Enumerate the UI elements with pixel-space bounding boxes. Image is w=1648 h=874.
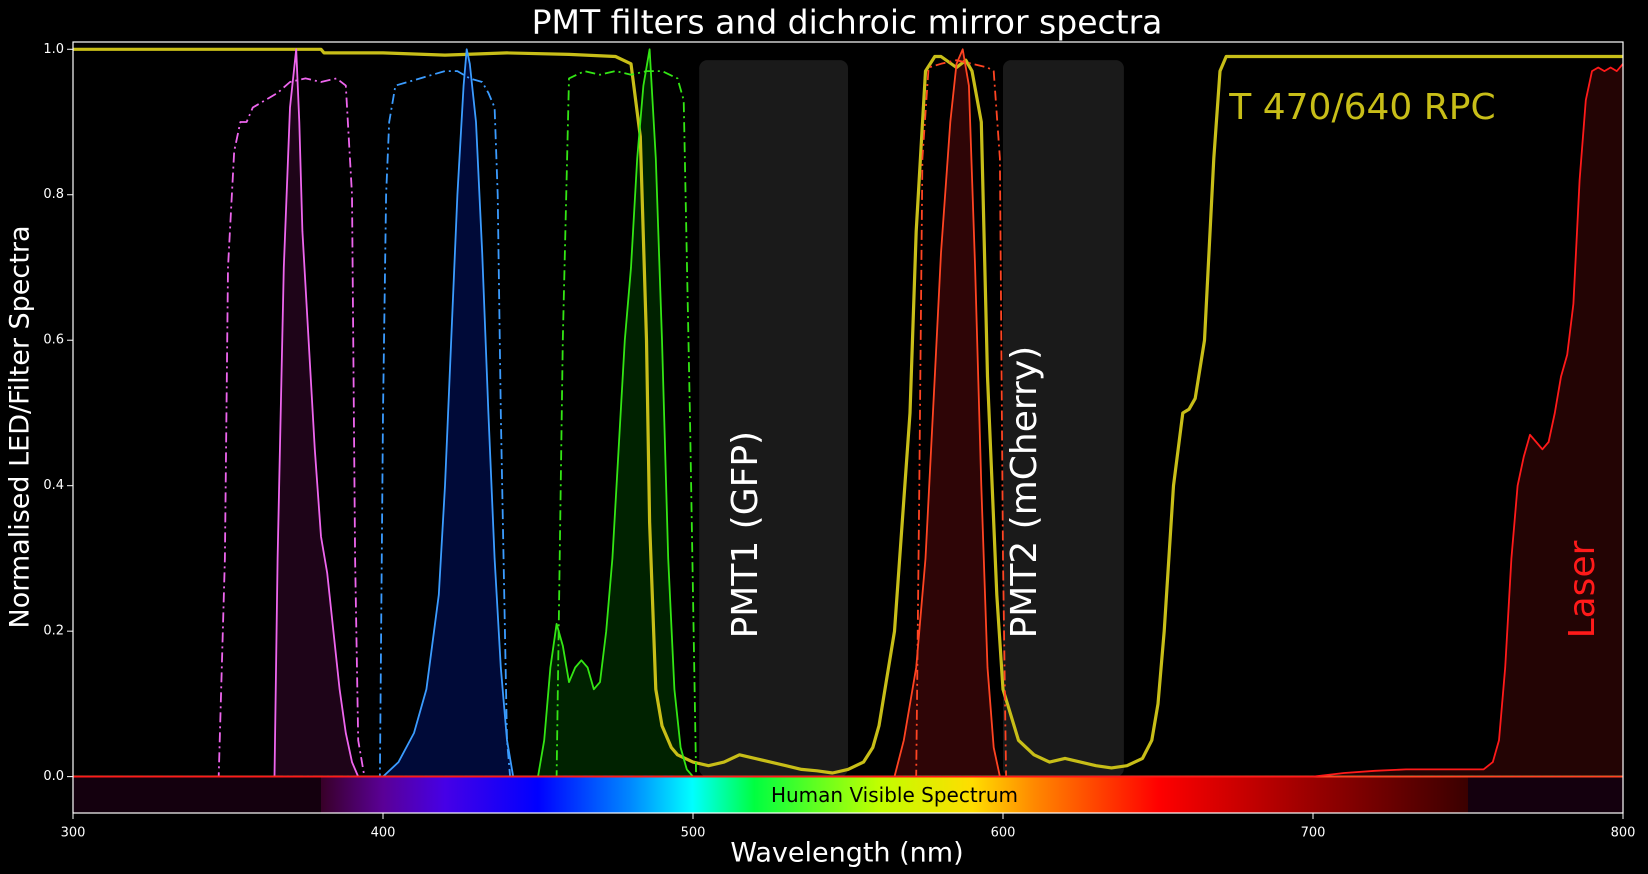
y-tick-label: 0.6 [43, 333, 64, 348]
series-line-blue_led [73, 48, 1623, 778]
x-tick-label: 300 [61, 826, 86, 841]
uv-band [73, 776, 321, 813]
series-line-orange_led [73, 48, 1623, 778]
x-tick-label: 500 [681, 826, 706, 841]
series-line-green_led [73, 48, 1623, 778]
detector-band-pmt2 [1003, 60, 1124, 777]
x-axis-ticks: 300 400 500 600 700 800 [61, 813, 1636, 841]
x-tick-label: 700 [1301, 826, 1326, 841]
annotation-laser: Laser [1562, 540, 1603, 638]
x-tick-label: 400 [371, 826, 396, 841]
plot-frame [72, 41, 1624, 814]
y-axis-ticks: 0.0 0.2 0.4 0.6 0.8 1.0 [43, 42, 73, 784]
series-fill-laser [1313, 63, 1623, 777]
series-line-blue_filter [73, 70, 1623, 778]
detector-bands [699, 60, 1124, 777]
series-line-violet_filter [73, 77, 1623, 778]
y-tick-label: 0.0 [43, 769, 64, 784]
series-lines [73, 47, 1624, 778]
annotation-pmt2: PMT2 (mCherry) [1004, 346, 1045, 639]
chart-title: PMT filters and dichroic mirror spectra [532, 3, 1163, 42]
annotation-dichroic: T 470/640 RPC [1228, 87, 1495, 128]
series-line-dichroic [73, 47, 1623, 775]
detector-band-pmt1 [699, 60, 848, 777]
series-fill-green_led [538, 49, 693, 777]
x-axis-label: Wavelength (nm) [730, 838, 963, 869]
visible-spectrum-band [321, 776, 1468, 813]
y-axis-label: Normalised LED/Filter Spectra [5, 226, 36, 629]
series-line-green_filter [73, 70, 1623, 778]
y-tick-label: 0.2 [43, 624, 64, 639]
series-fill-violet_led [274, 49, 359, 777]
x-tick-label: 800 [1611, 826, 1636, 841]
y-tick-label: 0.8 [43, 187, 64, 202]
x-tick-label: 600 [991, 826, 1016, 841]
y-tick-label: 1.0 [43, 42, 64, 57]
y-tick-label: 0.4 [43, 478, 64, 493]
ir-band [1468, 776, 1623, 813]
series-line-laser [73, 63, 1624, 778]
series-line-violet_led [73, 48, 1623, 778]
visible-spectrum-label: Human Visible Spectrum [771, 783, 1018, 807]
annotations: PMT1 (GFP) PMT2 (mCherry) T 470/640 RPC Las… [725, 87, 1603, 638]
annotation-pmt1: PMT1 (GFP) [725, 431, 766, 639]
